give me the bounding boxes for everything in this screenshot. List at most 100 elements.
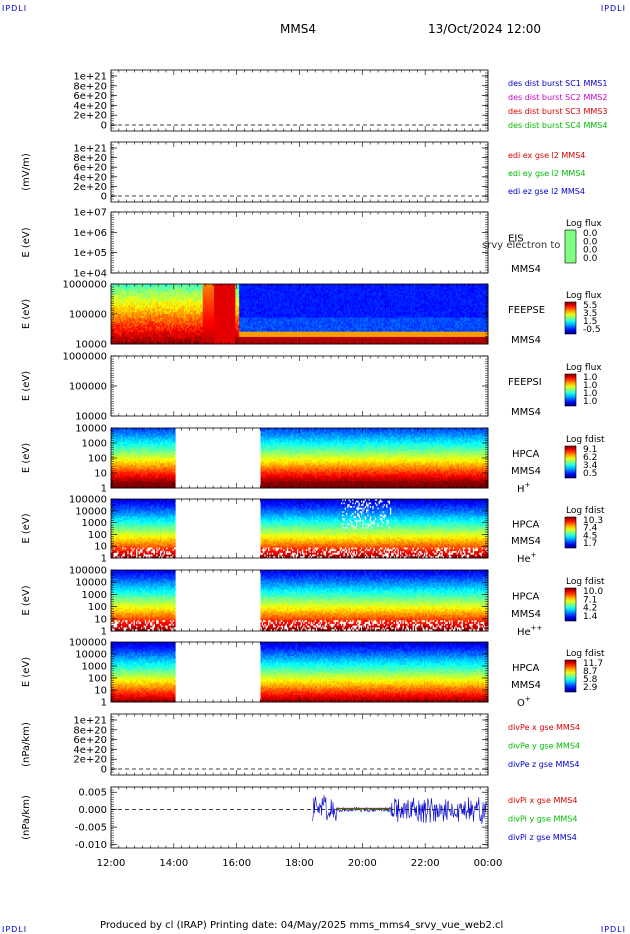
x-tick-label: 18:00 (285, 858, 314, 869)
panel-frame (111, 70, 488, 131)
colorbar (565, 446, 576, 478)
y-axis-label: (mV/m) (21, 153, 32, 191)
y-tick-label: 100 (88, 454, 107, 465)
panel-p1 (111, 70, 488, 131)
legend-entry: divPe y gse MMS4 (508, 742, 580, 751)
x-tick-label: 16:00 (222, 858, 251, 869)
colorbar-tick-label: 0.5 (583, 469, 597, 479)
x-tick-label: 22:00 (411, 858, 440, 869)
y-axis-label: E (eV) (21, 513, 32, 543)
colorbar-title: Log fdist (566, 577, 605, 587)
panel-frame (111, 787, 488, 848)
y-tick-label: 1000 (82, 590, 107, 601)
y-axis-label: (nPa/km) (21, 722, 32, 767)
instrument-label: FEEPSE (508, 305, 545, 316)
spacecraft-label: MMS4 (511, 264, 541, 275)
colorbar-tick-label: 0.0 (583, 254, 598, 264)
y-tick-label: 1e+06 (73, 228, 107, 239)
y-tick-label: 100 (88, 602, 107, 613)
y-tick-label: 1000 (82, 518, 107, 529)
panel-p6 (111, 428, 489, 489)
legend-entry: edi ez gse l2 MMS4 (508, 187, 585, 196)
corner-label-bottom-left: IPDLI (2, 925, 27, 934)
legend-entry: des dist burst SC1 MMS1 (508, 79, 607, 88)
y-tick-label: 1e+04 (73, 269, 107, 280)
colorbar-title: Log fdist (566, 435, 605, 445)
panel-p7 (111, 499, 489, 559)
y-tick-label: 1000 (82, 662, 107, 673)
instrument-label: HPCA (512, 591, 540, 602)
colorbar (565, 517, 576, 548)
instrument-label: HPCA (512, 663, 540, 674)
panel-p10 (111, 714, 488, 775)
panel-p5 (111, 356, 488, 416)
y-axis-label: E (eV) (21, 585, 32, 615)
y-tick-label: 1 (101, 484, 107, 495)
y-tick-label: 100000 (69, 382, 107, 393)
x-tick-label: 00:00 (474, 858, 503, 869)
species-label: He++ (517, 624, 543, 638)
panel-p9 (111, 642, 489, 703)
y-tick-label: 1000000 (62, 352, 107, 363)
y-axis-label: E (eV) (21, 443, 32, 473)
panel-p11 (111, 787, 488, 848)
y-tick-label: 0 (101, 765, 107, 776)
instrument-label: HPCA (512, 519, 540, 530)
y-tick-label: 1000000 (62, 280, 107, 291)
instrument-label: HPCA (512, 449, 540, 460)
y-axis-label: E (eV) (21, 299, 32, 329)
colorbar-title: Log flux (566, 219, 602, 229)
colorbar (565, 230, 576, 263)
y-tick-label: 10 (94, 542, 107, 553)
x-tick-label: 20:00 (348, 858, 377, 869)
y-tick-label: 10000 (75, 506, 107, 517)
y-tick-label: 100 (88, 530, 107, 541)
y-tick-label: 1e+07 (73, 208, 107, 219)
y-tick-label: 10000 (75, 578, 107, 589)
colorbar-tick-label: -0.5 (583, 325, 601, 335)
colorbar-tick-label: 1.0 (583, 397, 598, 407)
y-axis-label: E (eV) (21, 227, 32, 257)
corner-label-bottom-right: IPDLI (601, 925, 626, 934)
legend-entry: divPe x gse MMS4 (508, 723, 580, 732)
y-tick-label: 0 (101, 192, 107, 203)
spacecraft-label: MMS4 (511, 335, 541, 346)
colorbar (565, 302, 576, 334)
y-tick-label: 1 (101, 627, 107, 638)
panel-p3 (111, 212, 488, 273)
y-tick-label: 100000 (69, 638, 107, 649)
y-tick-label: 1000 (82, 439, 107, 450)
y-tick-label: 100000 (69, 310, 107, 321)
y-tick-label: 100 (88, 674, 107, 685)
spacecraft-label: MMS4 (511, 466, 541, 477)
y-axis-label: E (eV) (21, 657, 32, 687)
spacecraft-label: MMS4 (511, 609, 541, 620)
legend-entry: divPe z gse MMS4 (508, 760, 579, 769)
y-tick-label: 10 (94, 614, 107, 625)
legend-entry: des dist burst SC3 MMS3 (508, 107, 607, 116)
colorbar-tick-label: 1.7 (583, 539, 597, 549)
y-tick-label: 10000 (75, 424, 107, 435)
instrument-label: FEEPSI (508, 377, 542, 388)
colorbar (565, 660, 576, 692)
colorbar-title: Log fdist (566, 649, 605, 659)
y-tick-label: 100000 (69, 495, 107, 506)
colorbar-title: Log fdist (566, 506, 605, 516)
panel-p2 (111, 142, 488, 202)
colorbar-tick-label: 1.4 (583, 612, 598, 622)
overlay-label: srvy electron to (482, 240, 560, 251)
y-tick-label: 0.005 (78, 788, 107, 799)
colorbar (565, 374, 576, 406)
species-label: H+ (517, 481, 531, 495)
y-tick-label: -0.005 (75, 823, 107, 834)
footer-credit: Produced by cl (IRAP) Printing date: 04/… (100, 920, 503, 931)
y-tick-label: 100000 (69, 566, 107, 577)
colorbar-tick-label: 2.9 (583, 683, 598, 693)
panel-frame (111, 356, 488, 416)
y-tick-label: 10 (94, 469, 107, 480)
colorbar-title: Log flux (566, 363, 602, 373)
panel-p8 (111, 570, 489, 632)
spacecraft-label: MMS4 (511, 407, 541, 418)
x-tick-label: 14:00 (159, 858, 188, 869)
